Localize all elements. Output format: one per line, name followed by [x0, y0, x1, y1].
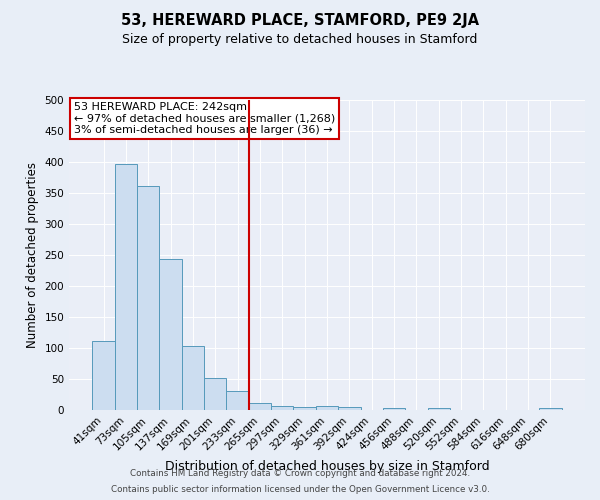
Bar: [249, 403, 271, 410]
Bar: [383, 408, 405, 410]
Bar: [182, 346, 204, 410]
Text: 53, HEREWARD PLACE, STAMFORD, PE9 2JA: 53, HEREWARD PLACE, STAMFORD, PE9 2JA: [121, 12, 479, 28]
X-axis label: Distribution of detached houses by size in Stamford: Distribution of detached houses by size …: [164, 460, 490, 473]
Bar: [338, 407, 361, 410]
Text: 53 HEREWARD PLACE: 242sqm
← 97% of detached houses are smaller (1,268)
3% of sem: 53 HEREWARD PLACE: 242sqm ← 97% of detac…: [74, 102, 335, 134]
Bar: [226, 392, 249, 410]
Bar: [316, 406, 338, 410]
Text: Contains public sector information licensed under the Open Government Licence v3: Contains public sector information licen…: [110, 485, 490, 494]
Bar: [115, 164, 137, 410]
Bar: [137, 186, 160, 410]
Bar: [271, 406, 293, 410]
Bar: [92, 340, 115, 410]
Bar: [539, 408, 562, 410]
Y-axis label: Number of detached properties: Number of detached properties: [26, 162, 39, 348]
Bar: [160, 260, 182, 410]
Text: Size of property relative to detached houses in Stamford: Size of property relative to detached ho…: [122, 32, 478, 46]
Bar: [204, 378, 226, 410]
Text: Contains HM Land Registry data © Crown copyright and database right 2024.: Contains HM Land Registry data © Crown c…: [130, 468, 470, 477]
Bar: [428, 408, 450, 410]
Bar: [293, 407, 316, 410]
